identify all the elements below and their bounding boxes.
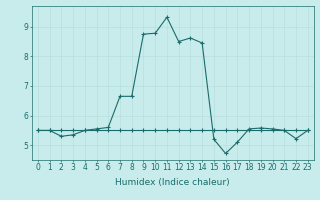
X-axis label: Humidex (Indice chaleur): Humidex (Indice chaleur) [116,178,230,187]
